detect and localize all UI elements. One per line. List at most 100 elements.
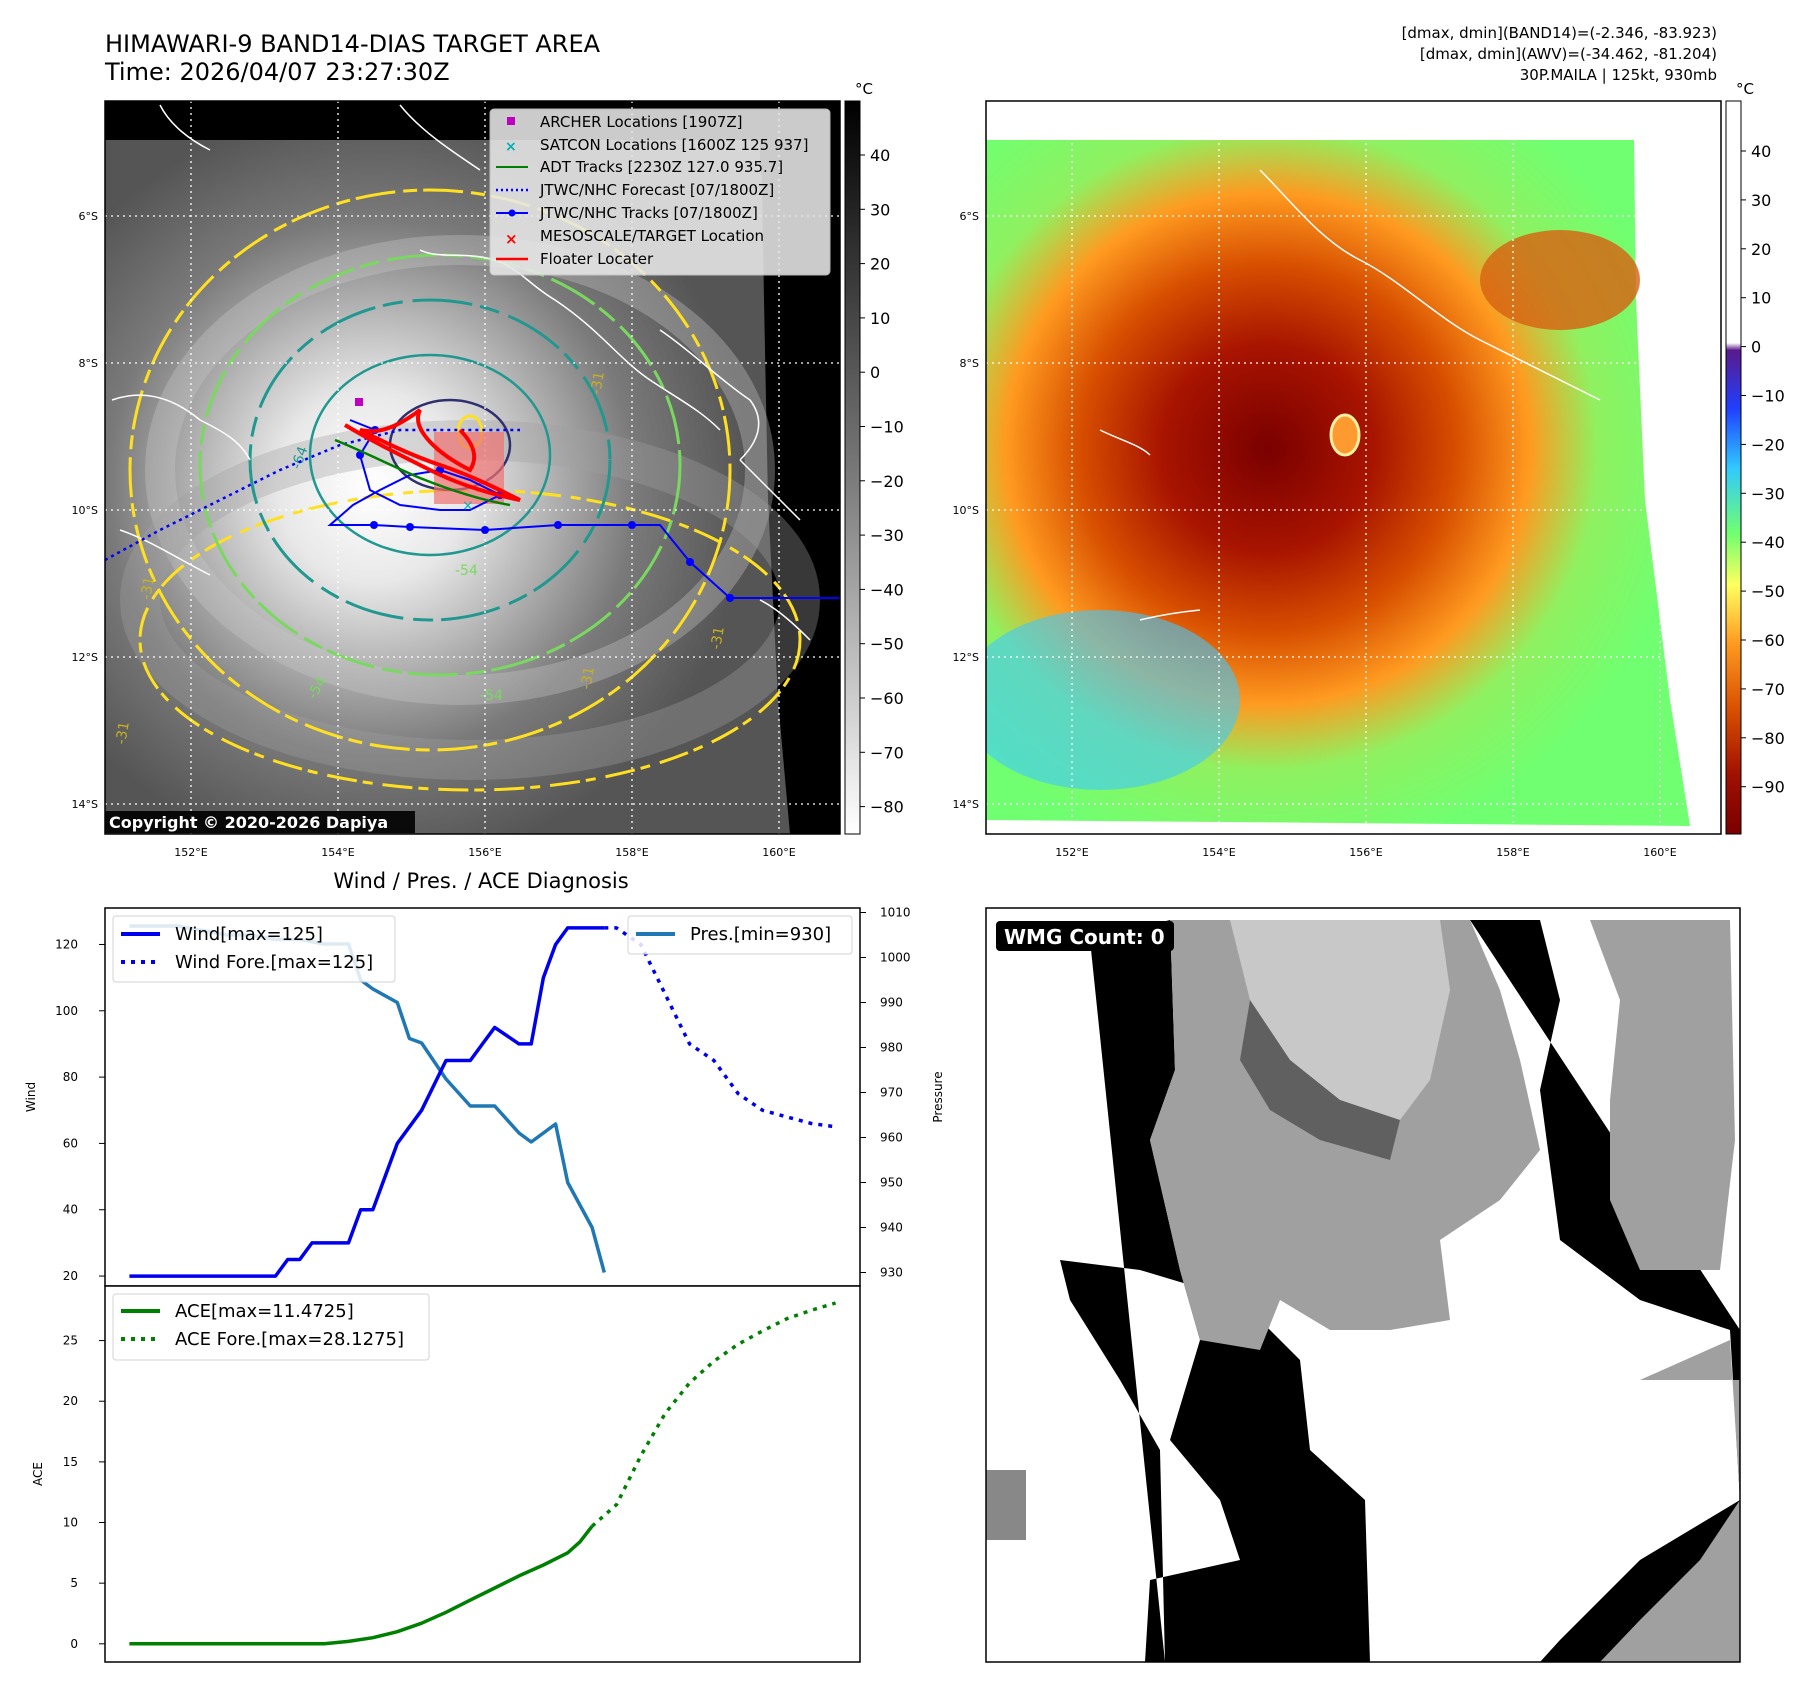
awv-lat-label: 6°S	[960, 210, 979, 223]
wind-y-axis: 20 40 60 80 100 120	[55, 937, 105, 1283]
awv-colorbar-tick-label: −30	[1751, 484, 1785, 503]
legend-label: SATCON Locations [1600Z 125 937]	[540, 136, 808, 154]
awv-gridlines	[986, 101, 1721, 834]
awv-south-dry-area	[986, 610, 1240, 790]
ir-lat-label: 14°S	[72, 798, 98, 811]
ir-colorbar-tick-label: −70	[870, 743, 904, 762]
ace-legend: ACE[max=11.4725] ACE Fore.[max=28.1275]	[112, 1293, 430, 1361]
wmg-gray-south-east	[1600, 1340, 1740, 1662]
ace-fore-legend-label: ACE Fore.[max=28.1275]	[175, 1329, 404, 1350]
ace-line	[129, 1525, 594, 1646]
wmg-panel: WMG Count: 0	[985, 907, 1741, 1663]
ir-colorbar-tick-label: −60	[870, 689, 904, 708]
legend-label: JTWC/NHC Forecast [07/1800Z]	[539, 181, 774, 199]
contour-label: -31	[578, 665, 598, 690]
awv-colorbar-ticks: 40 30 20 10 0 −10 −20 −30 −40 −50 −60 −70 −80 −90	[1741, 142, 1785, 797]
ir-colorbar-tick-label: −80	[870, 798, 904, 817]
wind-legend-box	[112, 915, 396, 983]
ace-tick-label: 0	[70, 1637, 78, 1651]
awv-eye	[1329, 413, 1361, 457]
ir-colorbar-tick-label: −40	[870, 580, 904, 599]
wmg-light-gray-eyewall	[1230, 920, 1450, 1120]
stats-band14: [dmax, dmin](BAND14)=(-2.346, -83.923)	[1402, 24, 1717, 42]
wind-legend: Wind[max=125] Wind Fore.[max=125]	[112, 915, 396, 983]
wmg-label-box	[996, 921, 1174, 951]
awv-coastline	[1099, 169, 1601, 621]
satcon-location-marker: ×	[462, 498, 474, 514]
awv-colorbar-tick-label: 20	[1751, 240, 1771, 259]
jtwc-forecast-track	[105, 428, 520, 562]
ir-colorbar-ticks: 40 30 20 10 0 −10 −20 −30 −40 −50 −60 −70 −80	[860, 146, 904, 817]
wind-y-label: Wind	[24, 1082, 38, 1112]
legend-label: ADT Tracks [2230Z 127.0 935.7]	[540, 158, 783, 176]
legend-marker-mesoscale: ×	[505, 230, 518, 248]
pressure-tick-label: 930	[880, 1266, 903, 1280]
awv-map-panel: 6°S 8°S 10°S 12°S 14°S 152°E 154°E 156°E…	[953, 80, 1785, 859]
pressure-y-label: Pressure	[931, 1071, 945, 1122]
ir-legend: × × ARCHER Locations [1907Z] SATCON Loca…	[489, 108, 831, 276]
contour-label: -54	[480, 688, 503, 704]
wind-tick-label: 40	[63, 1203, 78, 1217]
contour-label: -31	[113, 720, 133, 745]
ace-tick-label: 15	[63, 1455, 78, 1469]
ace-chart: 0 5 10 15 20 25 ACE ACE[max=11.4725] ACE Fore…	[31, 1285, 861, 1663]
floater-locater-track	[343, 408, 521, 502]
pressure-tick-label: 950	[880, 1176, 903, 1190]
awv-colorbar-tick-label: −10	[1751, 387, 1785, 406]
pressure-tick-label: 990	[880, 996, 903, 1010]
coastline-bougainville	[659, 329, 760, 461]
wind-tick-label: 120	[55, 937, 78, 951]
awv-colorbar-tick-label: 10	[1751, 289, 1771, 308]
wind-legend-label: Wind[max=125]	[175, 924, 323, 945]
ir-colorbar-tick-label: −20	[870, 472, 904, 491]
legend-label: Floater Locater	[540, 250, 654, 268]
contour-label: -31	[708, 625, 728, 650]
ir-colorbar	[844, 100, 861, 835]
ace-tick-label: 10	[63, 1516, 78, 1530]
main-title: HIMAWARI-9 BAND14-DIAS TARGET AREA	[105, 30, 601, 58]
legend-label: ARCHER Locations [1907Z]	[540, 113, 743, 131]
pressure-tick-label: 940	[880, 1221, 903, 1235]
legend-label: JTWC/NHC Tracks [07/1800Z]	[539, 204, 758, 222]
ace-tick-label: 25	[63, 1334, 78, 1348]
ir-colorbar-tick-label: −30	[870, 526, 904, 545]
wind-tick-label: 100	[55, 1004, 78, 1018]
wind-fore-legend-label: Wind Fore.[max=125]	[175, 952, 373, 973]
pressure-tick-label: 1000	[880, 951, 911, 965]
ir-spiral-band	[145, 235, 775, 705]
ace-forecast-line	[590, 1301, 837, 1528]
pressure-tick-label: 960	[880, 1131, 903, 1145]
pressure-y-axis: 930 940 950 960 970 980 990 1000 1010	[860, 906, 911, 1280]
ir-lat-label: 8°S	[79, 357, 98, 370]
awv-colorbar-tick-label: 30	[1751, 191, 1771, 210]
ir-map-panel: -31 -31 -31 -31 -31 -54 -54 -54 -64	[72, 80, 904, 859]
pressure-tick-label: 970	[880, 1086, 903, 1100]
awv-colorbar-tick-label: 40	[1751, 142, 1771, 161]
coastline-new-britain	[419, 249, 721, 431]
ir-colorbar-tick-label: 0	[870, 363, 880, 382]
ir-colorbar-tick-label: 30	[870, 200, 890, 219]
awv-colorbar-unit: °C	[1736, 80, 1754, 98]
wind-tick-label: 80	[63, 1070, 78, 1084]
coastline-solomons	[739, 459, 811, 641]
contour-label: -54	[455, 563, 478, 579]
ir-lon-label: 156°E	[468, 846, 501, 859]
awv-colorbar-tick-label: −20	[1751, 435, 1785, 454]
legend-label: MESOSCALE/TARGET Location	[540, 227, 764, 245]
wmg-frame	[985, 907, 1741, 1663]
ir-legend-box	[489, 108, 831, 276]
legend-dot-jtwc	[508, 209, 516, 217]
pressure-tick-label: 1010	[880, 906, 911, 920]
awv-map-frame	[985, 100, 1722, 835]
awv-colorbar-tick-label: −40	[1751, 533, 1785, 552]
ir-lat-label: 12°S	[72, 651, 98, 664]
contour-minus64	[308, 353, 552, 557]
ir-colorbar-tick-label: −10	[870, 418, 904, 437]
ir-colorbar-tick-label: −50	[870, 635, 904, 654]
awv-northeast-cloud	[1480, 230, 1640, 330]
coastline-north	[159, 104, 481, 171]
awv-colorbar-tick-label: 0	[1751, 338, 1761, 357]
contour-label: -31	[588, 370, 608, 395]
wmg-dark-gray-band	[1240, 1000, 1400, 1160]
